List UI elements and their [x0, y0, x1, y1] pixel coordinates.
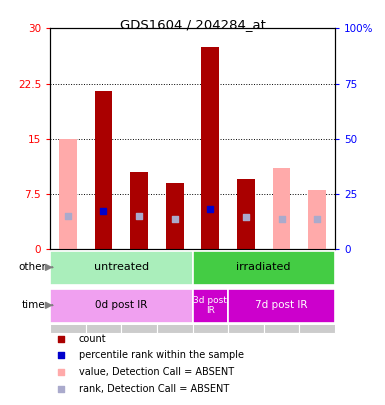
Text: 7d post IR: 7d post IR [255, 301, 308, 310]
Point [278, 216, 285, 223]
Bar [237, 179, 255, 249]
Bar [308, 190, 326, 249]
Bar [166, 183, 184, 249]
Text: time: time [22, 301, 46, 310]
Text: 3d post
IR: 3d post IR [193, 296, 227, 315]
Point [100, 207, 107, 214]
Point [65, 212, 71, 219]
Text: irradiated: irradiated [236, 262, 291, 273]
Text: GDS1604 / 204284_at: GDS1604 / 204284_at [120, 18, 265, 31]
Point [207, 206, 213, 213]
Bar [192, 251, 335, 285]
Text: 0d post IR: 0d post IR [95, 301, 147, 310]
Point [314, 216, 320, 223]
Bar [121, 249, 157, 333]
Point [59, 352, 65, 359]
Point [136, 213, 142, 219]
Bar [59, 139, 77, 249]
Bar [192, 289, 228, 323]
Bar [300, 249, 335, 333]
Text: other: other [18, 262, 46, 273]
Bar [192, 249, 228, 333]
Bar [50, 289, 192, 323]
Bar [50, 251, 192, 285]
Text: value, Detection Call = ABSENT: value, Detection Call = ABSENT [79, 367, 234, 377]
Point [243, 214, 249, 220]
Text: rank, Detection Call = ABSENT: rank, Detection Call = ABSENT [79, 384, 229, 394]
Point [59, 335, 65, 342]
Bar [130, 172, 148, 249]
Bar [228, 249, 264, 333]
Bar [201, 47, 219, 249]
Bar [50, 249, 85, 333]
Text: count: count [79, 334, 106, 344]
Point [59, 369, 65, 375]
Text: untreated: untreated [94, 262, 149, 273]
Bar [95, 91, 112, 249]
Point [172, 216, 178, 223]
Bar [273, 168, 290, 249]
Bar [264, 249, 300, 333]
Text: percentile rank within the sample: percentile rank within the sample [79, 350, 244, 360]
Bar [228, 289, 335, 323]
Bar [157, 249, 192, 333]
Bar [85, 249, 121, 333]
Point [59, 386, 65, 392]
